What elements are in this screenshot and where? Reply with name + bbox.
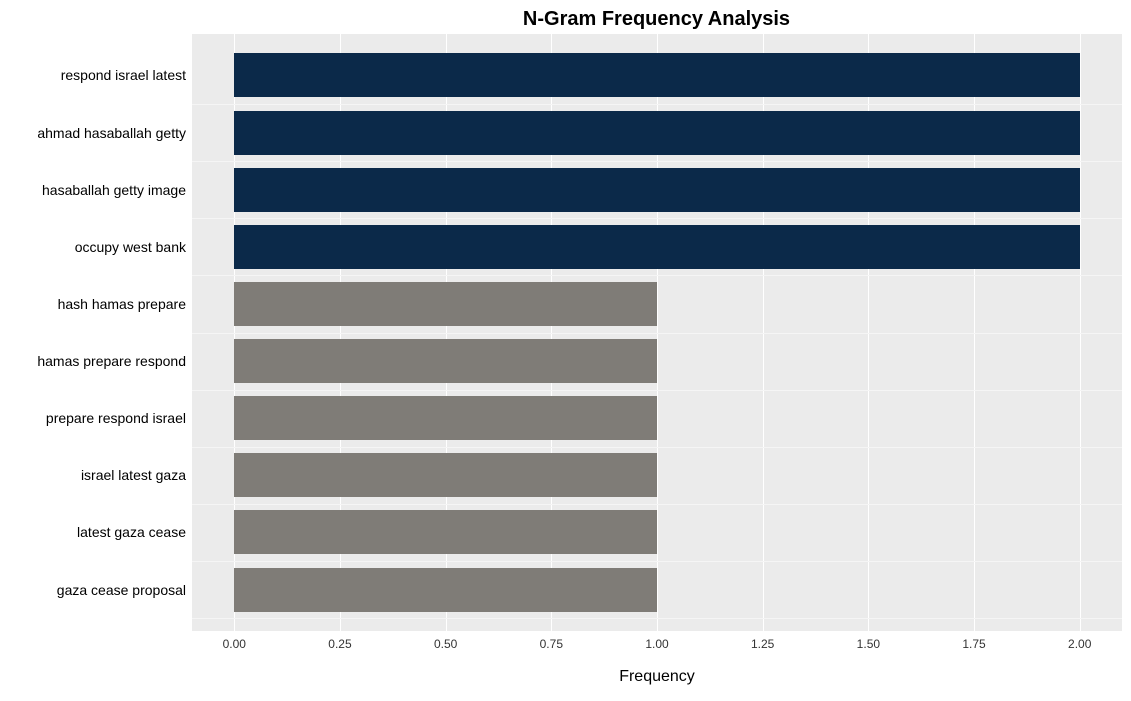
- y-tick-label: gaza cease proposal: [0, 582, 186, 598]
- y-tick-label: occupy west bank: [0, 239, 186, 255]
- bar: [234, 168, 1079, 212]
- bar: [234, 282, 657, 326]
- y-tick-label: hamas prepare respond: [0, 353, 186, 369]
- bar: [234, 53, 1079, 97]
- bar: [234, 510, 657, 554]
- x-tick-label: 0.00: [223, 637, 246, 651]
- bar: [234, 453, 657, 497]
- x-tick-label: 1.25: [751, 637, 774, 651]
- x-tick-label: 0.75: [540, 637, 563, 651]
- x-tick-label: 1.75: [962, 637, 985, 651]
- x-tick-label: 1.00: [645, 637, 668, 651]
- plot-area: [192, 34, 1122, 631]
- chart-title: N-Gram Frequency Analysis: [192, 8, 1121, 31]
- bars-layer: [192, 34, 1122, 631]
- x-tick-label: 1.50: [857, 637, 880, 651]
- bar: [234, 396, 657, 440]
- bar: [234, 568, 657, 612]
- y-tick-label: latest gaza cease: [0, 524, 186, 540]
- x-tick-label: 0.25: [328, 637, 351, 651]
- y-axis-labels: respond israel latest ahmad hasaballah ge…: [0, 34, 186, 631]
- x-tick-label: 0.50: [434, 637, 457, 651]
- y-tick-label: ahmad hasaballah getty: [0, 125, 186, 141]
- y-tick-label: hash hamas prepare: [0, 296, 186, 312]
- y-tick-label: prepare respond israel: [0, 410, 186, 426]
- x-tick-label: 2.00: [1068, 637, 1091, 651]
- y-tick-label: israel latest gaza: [0, 467, 186, 483]
- y-tick-label: hasaballah getty image: [0, 182, 186, 198]
- y-tick-label: respond israel latest: [0, 67, 186, 83]
- x-axis-title: Frequency: [192, 668, 1122, 686]
- ngram-frequency-chart: N-Gram Frequency Analysis respond israel…: [0, 0, 1131, 701]
- x-axis-labels: 0.00 0.25 0.50 0.75 1.00 1.25 1.50 1.75 2.00: [192, 637, 1122, 661]
- bar: [234, 111, 1079, 155]
- bar: [234, 339, 657, 383]
- bar: [234, 225, 1079, 269]
